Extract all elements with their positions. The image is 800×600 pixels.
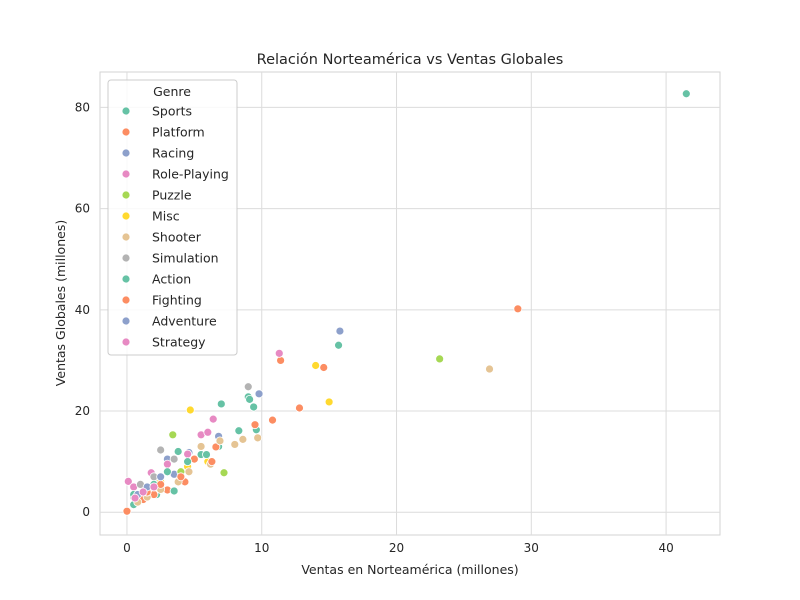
data-point xyxy=(253,433,263,443)
legend-label: Action xyxy=(152,272,191,287)
data-point xyxy=(138,487,148,497)
data-point xyxy=(513,304,523,314)
data-point xyxy=(202,450,211,459)
legend-label: Puzzle xyxy=(152,188,192,203)
x-tick-label: 20 xyxy=(389,541,404,555)
data-point xyxy=(311,361,321,370)
chart-title: Relación Norteamérica vs Ventas Globales xyxy=(257,52,564,68)
data-point xyxy=(219,468,229,478)
x-tick-label: 40 xyxy=(658,541,673,555)
y-tick-label: 80 xyxy=(75,100,90,114)
legend-marker xyxy=(121,274,131,284)
y-tick-label: 40 xyxy=(75,303,90,317)
data-point xyxy=(319,363,329,372)
legend-label: Strategy xyxy=(152,335,206,350)
data-point xyxy=(230,440,240,449)
legend-label: Sports xyxy=(152,104,192,119)
data-point xyxy=(156,445,166,455)
legend-marker xyxy=(121,211,131,221)
data-point xyxy=(681,89,691,99)
data-point xyxy=(324,397,334,407)
tick-labels: 0 10 20 30 40 0 20 40 60 80 xyxy=(75,100,674,555)
data-point xyxy=(254,389,264,399)
legend-box xyxy=(107,79,238,356)
data-point xyxy=(276,356,286,365)
data-point xyxy=(207,457,217,467)
legend-label: Platform xyxy=(152,125,205,140)
data-point xyxy=(295,403,304,413)
data-point xyxy=(168,430,178,440)
legend-marker xyxy=(121,190,131,200)
data-point xyxy=(156,472,166,482)
data-point xyxy=(169,454,179,464)
legend-marker xyxy=(121,148,131,158)
x-tick-label: 10 xyxy=(254,541,269,555)
data-point xyxy=(173,447,183,456)
legend-label: Racing xyxy=(152,146,194,161)
x-tick-label: 0 xyxy=(123,541,131,555)
data-point xyxy=(215,436,225,446)
data-point xyxy=(162,467,172,477)
data-point xyxy=(335,326,345,336)
data-point xyxy=(183,449,193,459)
legend-marker xyxy=(121,127,131,137)
data-point xyxy=(130,493,140,503)
data-point xyxy=(274,348,284,358)
data-point xyxy=(149,482,159,492)
legend-title: Genre xyxy=(153,84,191,99)
data-point xyxy=(249,402,259,412)
legend-marker xyxy=(121,316,131,326)
data-point xyxy=(435,354,445,364)
data-point xyxy=(238,434,248,444)
legend-marker xyxy=(121,106,131,116)
data-point xyxy=(485,364,494,374)
data-point xyxy=(208,414,218,424)
legend-marker xyxy=(121,253,131,263)
y-axis-label: Ventas Globales (millones) xyxy=(53,220,68,386)
data-point xyxy=(184,467,194,477)
data-point xyxy=(183,457,193,467)
legend-marker xyxy=(121,295,131,305)
legend-label: Fighting xyxy=(152,293,202,308)
data-point xyxy=(176,472,186,482)
x-axis-label: Ventas en Norteamérica (millones) xyxy=(301,562,518,577)
y-tick-label: 20 xyxy=(75,404,90,418)
data-points xyxy=(122,89,691,516)
data-point xyxy=(122,506,132,516)
y-tick-label: 0 xyxy=(82,505,90,519)
data-point xyxy=(169,486,179,496)
data-point xyxy=(243,382,253,392)
legend-label: Shooter xyxy=(152,230,202,245)
data-point xyxy=(234,426,244,436)
data-point xyxy=(250,420,260,430)
legend-label: Misc xyxy=(152,209,180,224)
legend-marker xyxy=(121,337,131,347)
data-point xyxy=(211,442,221,452)
x-tick-label: 30 xyxy=(524,541,539,555)
data-point xyxy=(245,394,255,404)
data-point xyxy=(216,399,226,409)
legend-items: Sports Platform Racing Role-Playing Puzzle Mi… xyxy=(121,104,229,350)
data-point xyxy=(185,405,195,415)
data-point xyxy=(203,427,213,437)
data-point xyxy=(196,442,206,451)
data-point xyxy=(268,415,277,425)
y-tick-label: 60 xyxy=(75,202,90,216)
legend-label: Adventure xyxy=(152,314,217,329)
legend-label: Simulation xyxy=(152,251,219,266)
data-point xyxy=(334,340,343,350)
data-point xyxy=(123,476,133,486)
legend-marker xyxy=(121,169,131,179)
data-point xyxy=(162,459,172,469)
legend: Genre Sports Platform Racing Role-Playing Pu… xyxy=(107,79,238,356)
legend-label: Role-Playing xyxy=(152,167,229,182)
legend-marker xyxy=(121,232,131,242)
